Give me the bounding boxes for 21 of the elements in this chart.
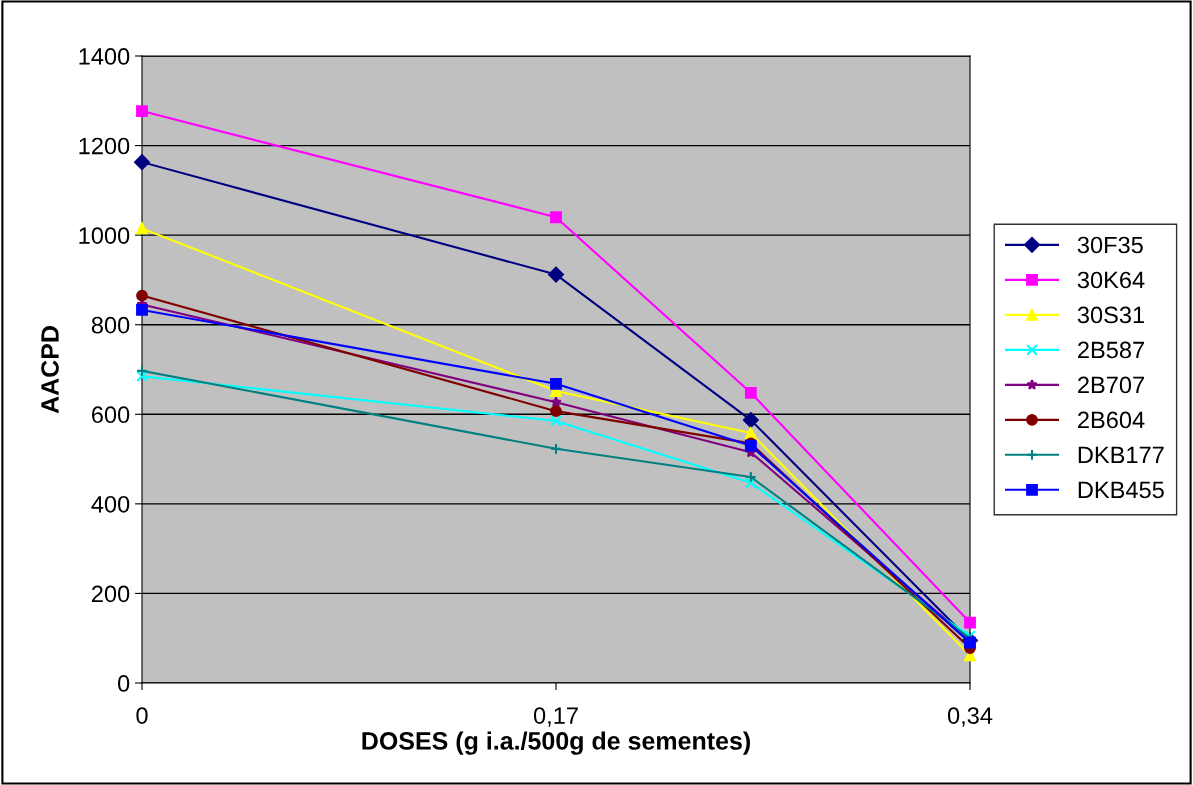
y-tick-label: 200: [91, 585, 130, 603]
y-tick-label: 1000: [79, 227, 130, 244]
legend-label: DKB177: [1078, 446, 1164, 464]
legend-label: 30K64: [1077, 271, 1145, 289]
x-axis-title: DOSES (g i.a./500g de sementes): [362, 731, 750, 755]
y-tick-label: 0: [117, 675, 130, 692]
y-tick-label: 1400: [79, 48, 130, 65]
y-tick-label: 1200: [79, 137, 130, 155]
legend-label: 2B587: [1078, 341, 1144, 359]
legend-label: 30F35: [1077, 236, 1143, 254]
legend-label: 2B604: [1078, 411, 1145, 429]
y-tick-label: 800: [91, 316, 130, 334]
x-tick-label: 0: [136, 707, 148, 724]
x-tick-label: 0,34: [947, 707, 993, 727]
y-tick-label: 400: [91, 495, 130, 513]
legend-label: DKB455: [1078, 481, 1164, 499]
x-tick-label: 0,17: [533, 707, 578, 727]
y-axis-title: AACPD: [41, 326, 59, 414]
y-tick-label: 600: [92, 406, 130, 424]
legend-label: 30S31: [1077, 306, 1144, 324]
legend-label: 2B707: [1078, 376, 1144, 394]
